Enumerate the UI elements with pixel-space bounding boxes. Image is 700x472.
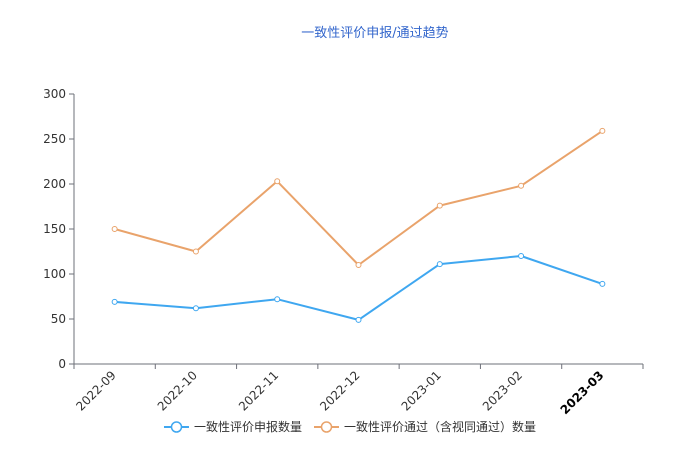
- data-point[interactable]: [518, 182, 525, 189]
- data-point[interactable]: [518, 253, 525, 259]
- chart-title: 一致性评价申报/通过趋势: [301, 25, 448, 41]
- series-1: [111, 127, 606, 268]
- y-tick-label: 50: [51, 312, 66, 326]
- data-point[interactable]: [192, 248, 199, 255]
- data-point[interactable]: [274, 296, 281, 303]
- y-tick-label: 300: [43, 87, 66, 101]
- series-line: [114, 130, 603, 266]
- data-point[interactable]: [436, 202, 443, 209]
- x-tick-label: 2022-10: [155, 368, 200, 413]
- y-tick-label: 100: [43, 267, 66, 281]
- data-point[interactable]: [599, 280, 606, 287]
- axes: 0 50 100 150 200 250 300 2022-09 2022-10 2022-11 2…: [43, 87, 644, 417]
- data-point[interactable]: [192, 305, 199, 312]
- x-tick-label: 2022-12: [317, 368, 362, 413]
- x-tick-label: 2023-03: [558, 368, 607, 417]
- data-point[interactable]: [436, 261, 443, 268]
- data-point[interactable]: [111, 298, 118, 305]
- x-tick-label: 2023-02: [480, 368, 525, 413]
- y-tick-label: 0: [58, 357, 66, 371]
- legend-label: 一致性评价通过（含视同通过）数量: [344, 419, 536, 434]
- data-point[interactable]: [111, 226, 118, 232]
- series-layer: [111, 127, 606, 323]
- legend-item[interactable]: 一致性评价通过（含视同通过）数量: [314, 419, 536, 434]
- data-point[interactable]: [355, 316, 362, 323]
- series-0: [111, 253, 606, 323]
- x-tick-label: 2023-01: [399, 368, 444, 413]
- legend-circle-symbol: [320, 421, 333, 433]
- legend[interactable]: 一致性评价申报数量 一致性评价通过（含视同通过）数量: [163, 419, 536, 434]
- data-point[interactable]: [599, 127, 606, 134]
- y-tick-label: 150: [43, 222, 66, 236]
- legend-item[interactable]: 一致性评价申报数量: [163, 419, 302, 434]
- y-tick-label: 250: [43, 132, 66, 146]
- x-tick-label: 2022-09: [73, 368, 118, 413]
- y-tick-label: 200: [43, 177, 66, 191]
- data-point[interactable]: [274, 178, 281, 185]
- legend-circle-symbol: [170, 421, 183, 433]
- legend-label: 一致性评价申报数量: [194, 419, 302, 434]
- data-point[interactable]: [355, 262, 362, 268]
- x-tick-label: 2022-11: [236, 368, 281, 413]
